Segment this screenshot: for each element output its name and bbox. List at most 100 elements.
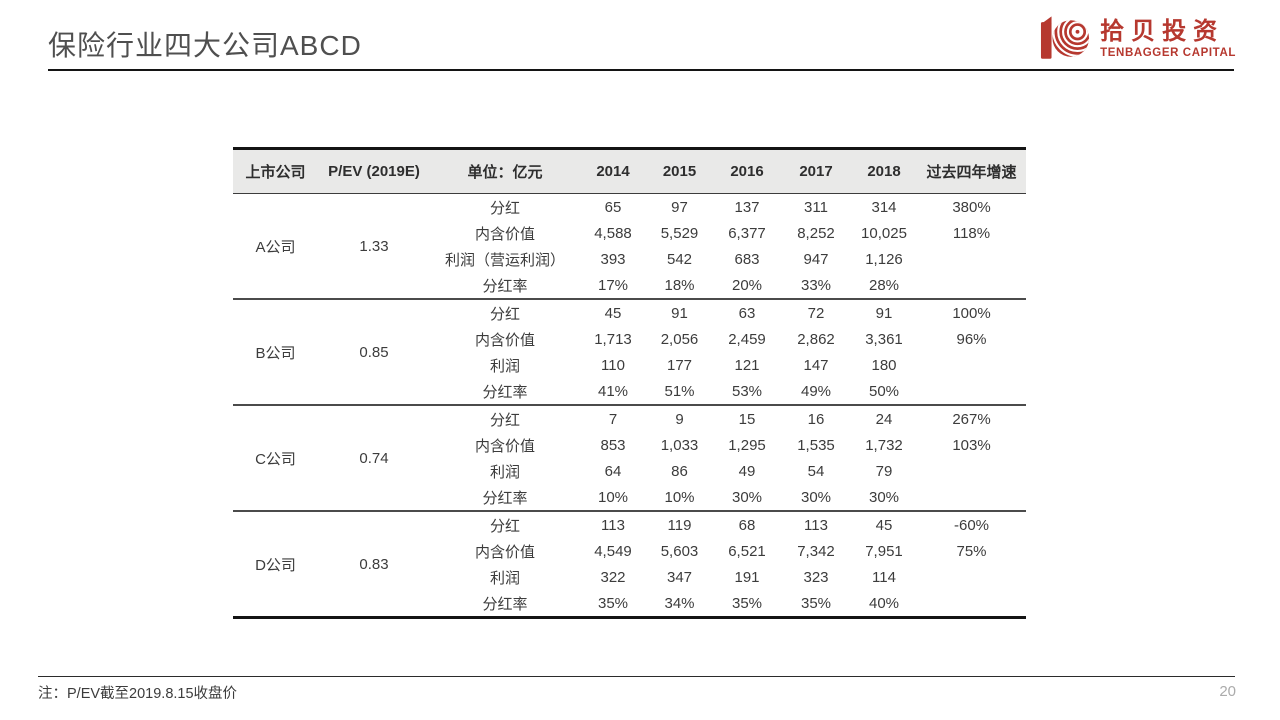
footer-divider <box>38 676 1235 677</box>
year-value: 4,549 <box>594 542 632 560</box>
year-value: 7,342 <box>797 542 835 560</box>
growth-value <box>917 590 1026 618</box>
pev-value: 0.74 <box>318 404 430 511</box>
year-value: 65 <box>604 198 622 216</box>
year-value: 1,033 <box>660 436 699 454</box>
page-title: 保险行业四大公司ABCD <box>48 30 362 61</box>
growth-value: 100% <box>917 298 1026 326</box>
year-value: 393 <box>600 250 626 268</box>
year-value: 1,295 <box>728 436 766 454</box>
year-value: 1,126 <box>865 250 903 268</box>
year-value: 64 <box>604 462 622 480</box>
year-value: 113 <box>580 510 646 538</box>
year-value: 323 <box>803 568 829 586</box>
year-value: 63 <box>713 298 781 326</box>
year-value: 114 <box>872 568 896 586</box>
year-value: 3,361 <box>865 330 903 348</box>
year-value: 10% <box>664 488 695 506</box>
year-value: 16 <box>781 404 851 432</box>
year-value: 33% <box>800 276 832 294</box>
growth-value: 118% <box>952 224 991 242</box>
year-value: 1,713 <box>594 330 632 348</box>
year-value: 947 <box>803 250 829 268</box>
metric-label: 分红率 <box>482 383 528 401</box>
year-value: 49% <box>800 382 832 400</box>
growth-value: 103% <box>952 436 991 454</box>
table-body: A公司 1.33 分红 65 97 137 311 314 380% 内含价值 4,588 5,529… <box>233 194 1026 618</box>
year-value: 110 <box>601 356 625 374</box>
table-header-row: 上市公司 P/EV (2019E) 单位：亿元 2014 2015 2016 2017 201… <box>233 148 1026 194</box>
year-value: 35% <box>731 594 763 612</box>
year-value: 53% <box>731 382 763 400</box>
table-row: 分红率 17% 18% 20% 33% 28% <box>233 272 1026 299</box>
year-value: 18% <box>664 276 695 294</box>
year-value: 1,535 <box>797 436 835 454</box>
year-value: 119 <box>646 510 713 538</box>
title-underline <box>48 69 1234 71</box>
year-value: 683 <box>734 250 760 268</box>
year-value: 6,521 <box>728 542 766 560</box>
column-header-7: 2018 <box>851 148 917 194</box>
table-row: D公司 0.83 分红 113 119 68 113 45 -60% <box>233 510 1026 618</box>
year-value: 68 <box>713 510 781 538</box>
year-value: 2,459 <box>728 330 766 348</box>
year-value: 177 <box>666 356 693 374</box>
year-value: 147 <box>803 356 829 374</box>
metric-label: 分红 <box>430 298 580 326</box>
logo-name-en: TENBAGGER CAPITAL <box>1100 47 1236 60</box>
year-value: 86 <box>671 462 688 480</box>
year-value: 7,951 <box>865 542 903 560</box>
year-value: 6,377 <box>728 224 766 242</box>
growth-value <box>917 484 1026 511</box>
growth-value: 96% <box>956 330 987 348</box>
metric-label: 内含价值 <box>474 543 535 561</box>
table-row: C公司 0.74 分红 7 9 15 16 24 267% <box>233 404 1026 511</box>
tenbagger-logo-icon <box>1041 16 1090 59</box>
year-value: 35% <box>597 594 629 612</box>
year-value: 2,056 <box>660 330 699 348</box>
year-value: 1,732 <box>865 436 903 454</box>
year-value: 180 <box>871 356 897 374</box>
year-value: 41% <box>597 382 629 400</box>
logo-name-cn: 拾贝投资 <box>1100 17 1225 45</box>
column-header-6: 2017 <box>781 148 851 194</box>
metric-label: 利润（营运利润） <box>444 251 565 269</box>
logo-text: 拾贝投资 TENBAGGER CAPITAL <box>1100 18 1236 60</box>
pev-value: 1.33 <box>359 237 389 255</box>
metric-label: 利润 <box>489 357 520 375</box>
year-value: 54 <box>807 462 825 480</box>
year-value: 2,862 <box>797 330 835 348</box>
year-value: 30% <box>731 488 763 506</box>
metric-label: 分红 <box>489 199 520 217</box>
table-row: 利润 110 177 121 147 180 <box>233 352 1026 378</box>
growth-value <box>917 564 1026 590</box>
year-value: 15 <box>713 404 781 432</box>
pev-value: 0.85 <box>318 298 430 405</box>
year-value: 542 <box>666 250 693 268</box>
table-row: 内含价值 4,549 5,603 6,521 7,342 7,951 75% <box>233 538 1026 564</box>
year-value: 137 <box>734 198 760 216</box>
year-value: 5,603 <box>660 542 699 560</box>
footnote: 注：P/EV截至2019.8.15收盘价 <box>38 686 238 702</box>
metric-label: 分红 <box>430 510 580 538</box>
table-row: B公司 0.85 分红 45 91 63 72 91 100% <box>233 298 1026 405</box>
year-value: 347 <box>666 568 693 586</box>
metric-label: 内含价值 <box>474 331 535 349</box>
year-value: 113 <box>781 510 851 538</box>
company-name: C公司 <box>233 404 318 511</box>
growth-value: -60% <box>917 510 1026 538</box>
year-value: 35% <box>800 594 832 612</box>
table-row: 分红率 41% 51% 53% 49% 50% <box>233 378 1026 405</box>
growth-value <box>917 272 1026 299</box>
year-value: 97 <box>671 198 688 216</box>
year-value: 72 <box>781 298 851 326</box>
column-header-0: 上市公司 <box>233 148 318 194</box>
year-value: 10% <box>597 488 629 506</box>
year-value: 5,529 <box>660 224 699 242</box>
column-header-5: 2016 <box>713 148 781 194</box>
column-header-4: 2015 <box>646 148 713 194</box>
metric-label: 分红率 <box>482 277 528 295</box>
year-value: 9 <box>646 404 713 432</box>
table-row: 内含价值 853 1,033 1,295 1,535 1,732 103% <box>233 432 1026 458</box>
